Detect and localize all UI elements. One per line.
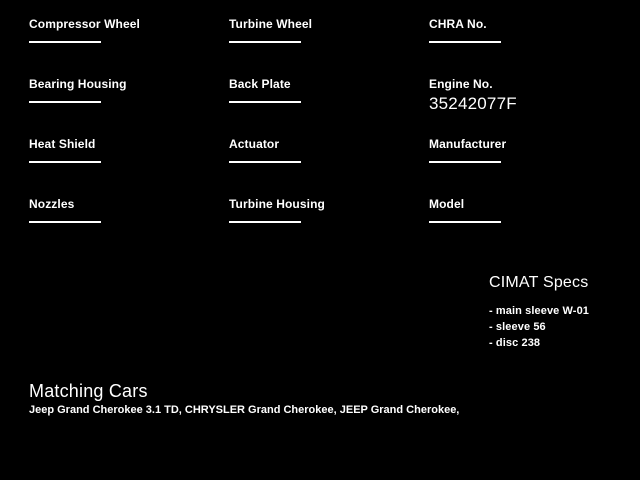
field-blank-rule xyxy=(229,221,301,223)
field-blank-rule xyxy=(429,41,501,43)
field-label: Nozzles xyxy=(29,197,75,211)
field-bearing-housing: Bearing Housing xyxy=(29,77,219,103)
field-label: Bearing Housing xyxy=(29,77,127,91)
field-heat-shield: Heat Shield xyxy=(29,137,219,163)
field-blank-rule xyxy=(429,221,501,223)
field-turbine-housing: Turbine Housing xyxy=(229,197,419,223)
field-label: Manufacturer xyxy=(429,137,507,151)
field-label: Actuator xyxy=(229,137,280,151)
matching-cars-title: Matching Cars xyxy=(29,381,148,401)
field-model: Model xyxy=(429,197,619,223)
field-engine-no: Engine No. 35242077F xyxy=(429,77,619,113)
field-label: Engine No. xyxy=(429,77,493,91)
matching-cars-section: Matching Cars Jeep Grand Cherokee 3.1 TD… xyxy=(29,381,629,417)
field-label: Compressor Wheel xyxy=(29,17,140,31)
field-back-plate: Back Plate xyxy=(229,77,419,103)
field-turbine-wheel: Turbine Wheel xyxy=(229,17,419,43)
cimat-spec-item: - disc 238 xyxy=(489,337,541,349)
field-label: Back Plate xyxy=(229,77,291,91)
field-label: Turbine Wheel xyxy=(229,17,313,31)
field-blank-rule xyxy=(29,221,101,223)
field-blank-rule xyxy=(229,41,301,43)
field-nozzles: Nozzles xyxy=(29,197,219,223)
field-blank-rule xyxy=(229,101,301,103)
cimat-spec-item: - main sleeve W-01 xyxy=(489,305,590,317)
field-blank-rule xyxy=(29,41,101,43)
cimat-specs-title: CIMAT Specs xyxy=(489,274,589,291)
field-actuator: Actuator xyxy=(229,137,419,163)
field-manufacturer: Manufacturer xyxy=(429,137,619,163)
field-value-engine-no: 35242077F xyxy=(429,94,517,113)
cimat-spec-item: - sleeve 56 xyxy=(489,321,546,333)
field-label: Model xyxy=(429,197,465,211)
field-label: Heat Shield xyxy=(29,137,96,151)
cimat-specs-section: CIMAT Specs - main sleeve W-01 - sleeve … xyxy=(489,273,634,351)
matching-cars-list: Jeep Grand Cherokee 3.1 TD, CHRYSLER Gra… xyxy=(29,404,460,416)
field-blank-rule xyxy=(229,161,301,163)
field-blank-rule xyxy=(429,161,501,163)
field-label: Turbine Housing xyxy=(229,197,325,211)
field-blank-rule xyxy=(29,101,101,103)
field-chra-no: CHRA No. xyxy=(429,17,619,43)
field-label: CHRA No. xyxy=(429,17,487,31)
field-blank-rule xyxy=(29,161,101,163)
field-compressor-wheel: Compressor Wheel xyxy=(29,17,219,43)
